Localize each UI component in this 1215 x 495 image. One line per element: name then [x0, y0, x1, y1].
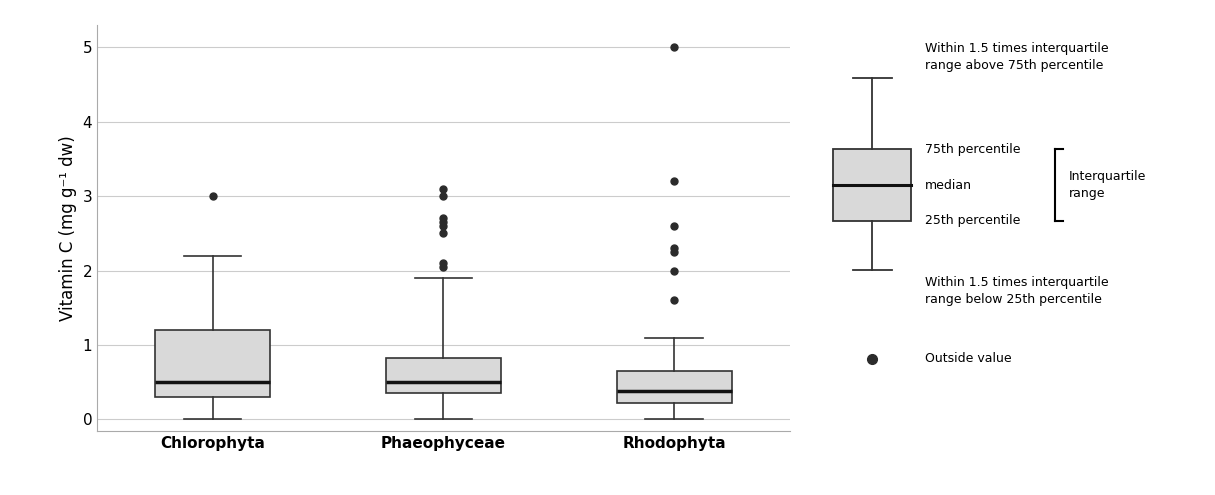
Y-axis label: Vitamin C (mg g⁻¹ dw): Vitamin C (mg g⁻¹ dw): [60, 135, 77, 321]
PathPatch shape: [156, 330, 270, 397]
Text: 25th percentile: 25th percentile: [925, 214, 1021, 227]
PathPatch shape: [385, 358, 501, 394]
PathPatch shape: [616, 371, 731, 403]
Text: 75th percentile: 75th percentile: [925, 143, 1021, 156]
Text: Within 1.5 times interquartile
range below 25th percentile: Within 1.5 times interquartile range bel…: [925, 276, 1108, 306]
Text: Interquartile
range: Interquartile range: [1069, 170, 1146, 200]
Text: median: median: [925, 179, 972, 192]
Text: Within 1.5 times interquartile
range above 75th percentile: Within 1.5 times interquartile range abo…: [925, 42, 1108, 71]
Bar: [833, 149, 911, 221]
Text: Outside value: Outside value: [925, 352, 1011, 365]
